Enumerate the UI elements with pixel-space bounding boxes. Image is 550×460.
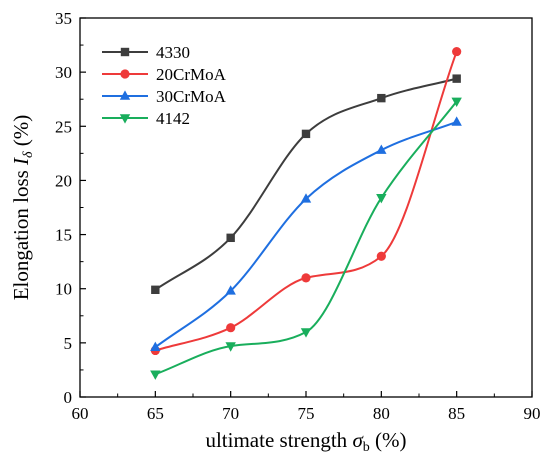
y-tick-label: 35: [55, 9, 72, 28]
data-point: [150, 370, 161, 380]
legend-label: 4330: [156, 43, 190, 62]
series-line: [154, 100, 458, 376]
y-tick-label: 0: [64, 388, 73, 407]
legend-label: 4142: [156, 109, 190, 128]
data-point: [377, 93, 386, 103]
data-point: [376, 251, 386, 261]
series-4142: [150, 97, 462, 380]
y-tick-label: 30: [55, 63, 72, 82]
x-axis-title: ultimate strength σb (%): [205, 428, 406, 455]
data-point: [451, 116, 462, 126]
y-tick-label: 5: [64, 334, 73, 353]
series-4330: [151, 74, 461, 294]
y-tick-label: 20: [55, 171, 72, 190]
y-tick-label: 25: [55, 117, 72, 136]
legend-item: 4330: [102, 43, 190, 62]
data-point: [376, 144, 387, 154]
data-point: [226, 233, 235, 243]
series-line: [154, 77, 457, 291]
data-point: [300, 193, 312, 203]
legend-label: 30CrMoA: [156, 87, 227, 106]
series-line: [155, 51, 458, 352]
data-point: [151, 285, 160, 294]
y-tick-label: 10: [55, 280, 72, 299]
legend-swatch-marker: [119, 90, 131, 100]
legend-item: 20CrMoA: [102, 65, 227, 84]
series-20CrMoA: [150, 46, 462, 356]
legend-item: 4142: [102, 109, 190, 128]
data-point: [226, 323, 236, 333]
legend-swatch-marker: [120, 47, 130, 57]
x-tick-label: 80: [373, 404, 390, 423]
data-point: [225, 342, 236, 352]
legend: 4330 20CrMoA 30CrMoA 4142: [102, 43, 227, 128]
plot-frame: [79, 17, 533, 398]
data-point: [225, 285, 236, 295]
series-30CrMoA: [150, 116, 462, 351]
data-point: [300, 328, 312, 338]
x-tick-label: 85: [448, 404, 465, 423]
y-tick-label: 15: [55, 226, 72, 245]
data-point: [452, 46, 462, 57]
x-tick-label: 75: [298, 404, 315, 423]
data-point: [452, 74, 461, 83]
data-point: [376, 193, 387, 204]
y-axis-title: Elongation loss Iδ (%): [9, 115, 36, 301]
legend-swatch-marker: [120, 69, 130, 79]
data-point: [451, 97, 462, 107]
x-tick-label: 70: [222, 404, 239, 423]
legend-label: 20CrMoA: [156, 65, 227, 84]
legend-swatch-marker: [119, 114, 131, 124]
series-lines: [150, 46, 462, 380]
data-point: [301, 129, 311, 139]
x-tick-label: 90: [524, 404, 541, 423]
x-tick-label: 60: [72, 404, 89, 423]
data-point: [301, 273, 311, 283]
x-tick-label: 65: [147, 404, 164, 423]
data-point: [150, 341, 161, 351]
legend-item: 30CrMoA: [102, 87, 227, 106]
